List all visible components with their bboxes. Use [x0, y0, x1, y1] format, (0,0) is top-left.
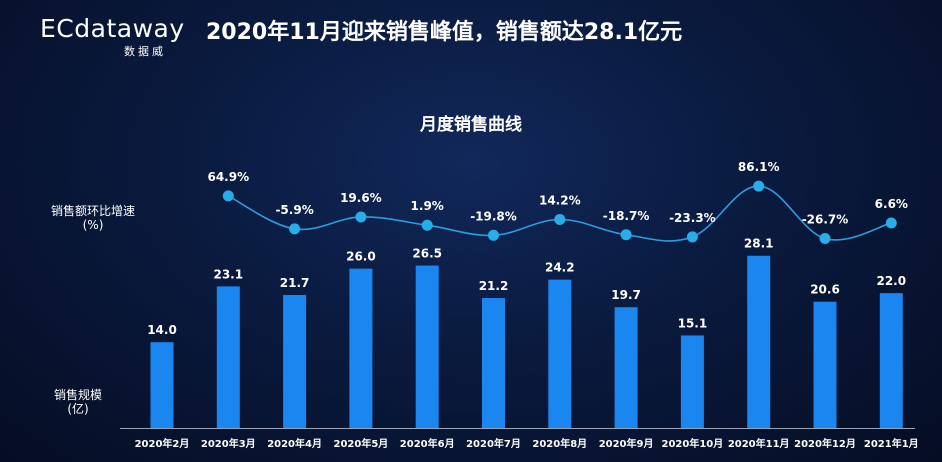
bar: [879, 293, 903, 428]
x-tick-label: 2020年8月: [532, 437, 587, 450]
x-tick-label: 2020年7月: [466, 437, 521, 450]
growth-point: [753, 180, 765, 192]
bar-axis-label: 销售规模 (亿): [38, 388, 118, 416]
growth-point: [222, 190, 234, 202]
bar-value-label: 26.5: [412, 247, 442, 261]
x-tick-label: 2020年3月: [201, 437, 256, 450]
bar: [548, 279, 572, 428]
bar-axis-label-name: 销售规模: [53, 388, 102, 402]
bar-value-label: 14.0: [147, 323, 177, 337]
bar-value-label: 23.1: [213, 267, 243, 281]
growth-point: [554, 213, 566, 225]
bar-value-label: 15.1: [678, 316, 708, 330]
bar-axis-label-unit: (亿): [67, 402, 89, 416]
logo: ECdataway 数据威: [40, 14, 195, 58]
page-headline: 2020年11月迎来销售峰值，销售额达28.1亿元: [206, 20, 683, 45]
bar: [747, 255, 771, 428]
bar: [415, 265, 439, 428]
bar: [680, 335, 704, 428]
x-tick-label: 2020年6月: [400, 437, 455, 450]
growth-value-label: 6.6%: [875, 197, 908, 211]
bar: [614, 307, 638, 428]
growth-point: [488, 229, 499, 241]
growth-value-label: 14.2%: [539, 193, 581, 207]
x-tick-label: 2020年2月: [135, 437, 190, 450]
growth-point: [421, 219, 433, 231]
growth-value-label: -19.8%: [470, 209, 517, 223]
logo-wordmark: ECdataway: [40, 14, 185, 43]
bar: [813, 301, 837, 428]
growth-value-label: 86.1%: [738, 160, 780, 174]
x-tick-label: 2021年1月: [864, 437, 919, 450]
growth-value-label: -26.7%: [802, 213, 849, 227]
x-tick-label: 2020年5月: [334, 437, 389, 450]
chart-title: 月度销售曲线: [420, 115, 522, 135]
growth-value-label: -23.3%: [669, 211, 716, 225]
line-axis-label-name: 销售额环比增速: [50, 204, 135, 218]
growth-point: [289, 223, 301, 235]
bar: [349, 268, 373, 428]
growth-value-label: 64.9%: [207, 170, 249, 184]
x-tick-label: 2020年9月: [599, 437, 654, 450]
growth-point: [885, 217, 897, 229]
bar-value-label: 19.7: [611, 288, 641, 302]
bar: [150, 342, 174, 428]
line-axis-label: 销售额环比增速 (%): [38, 204, 148, 232]
bar: [283, 294, 307, 428]
line-axis-label-unit: (%): [82, 218, 104, 232]
growth-value-label: -18.7%: [603, 209, 650, 223]
bar: [216, 286, 240, 428]
bar-value-label: 26.0: [346, 250, 376, 264]
growth-value-label: 19.6%: [340, 191, 382, 205]
bar-value-label: 22.0: [876, 274, 906, 288]
x-tick-label: 2020年11月: [728, 437, 790, 450]
x-tick-label: 2020年12月: [794, 437, 856, 450]
growth-point: [819, 233, 831, 245]
growth-point: [686, 231, 698, 243]
bar: [482, 298, 505, 428]
x-tick-label: 2020年4月: [267, 437, 322, 450]
bar-value-label: 21.2: [479, 279, 509, 293]
bar-value-label: 28.1: [744, 237, 774, 251]
x-tick-label: 2020年10月: [662, 437, 724, 450]
growth-point: [620, 229, 632, 241]
growth-point: [355, 211, 367, 223]
bar-value-label: 20.6: [810, 283, 840, 297]
growth-value-label: 1.9%: [411, 199, 444, 213]
bar-value-label: 21.7: [280, 276, 310, 290]
logo-subtitle: 数据威: [124, 45, 166, 58]
growth-value-label: -5.9%: [275, 203, 313, 217]
bar-value-label: 24.2: [545, 261, 575, 275]
